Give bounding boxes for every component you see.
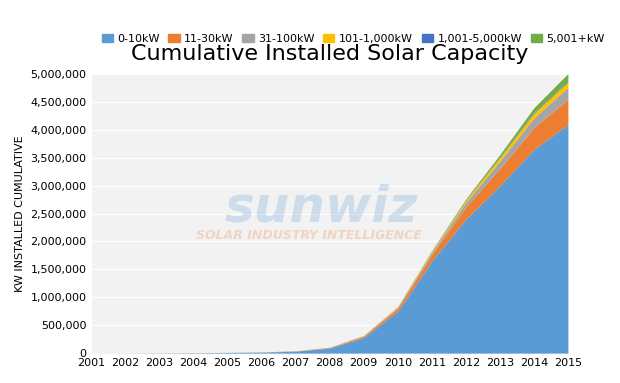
- Y-axis label: KW INSTALLED CUMULATIVE: KW INSTALLED CUMULATIVE: [15, 135, 25, 292]
- Legend: 0-10kW, 11-30kW, 31-100kW, 101-1,000kW, 1,001-5,000kW, 5,001+kW: 0-10kW, 11-30kW, 31-100kW, 101-1,000kW, …: [97, 29, 609, 48]
- Text: SOLAR INDUSTRY INTELLIGENCE: SOLAR INDUSTRY INTELLIGENCE: [197, 229, 422, 242]
- Text: sunwiz: sunwiz: [225, 184, 418, 232]
- Title: Cumulative Installed Solar Capacity: Cumulative Installed Solar Capacity: [131, 44, 528, 64]
